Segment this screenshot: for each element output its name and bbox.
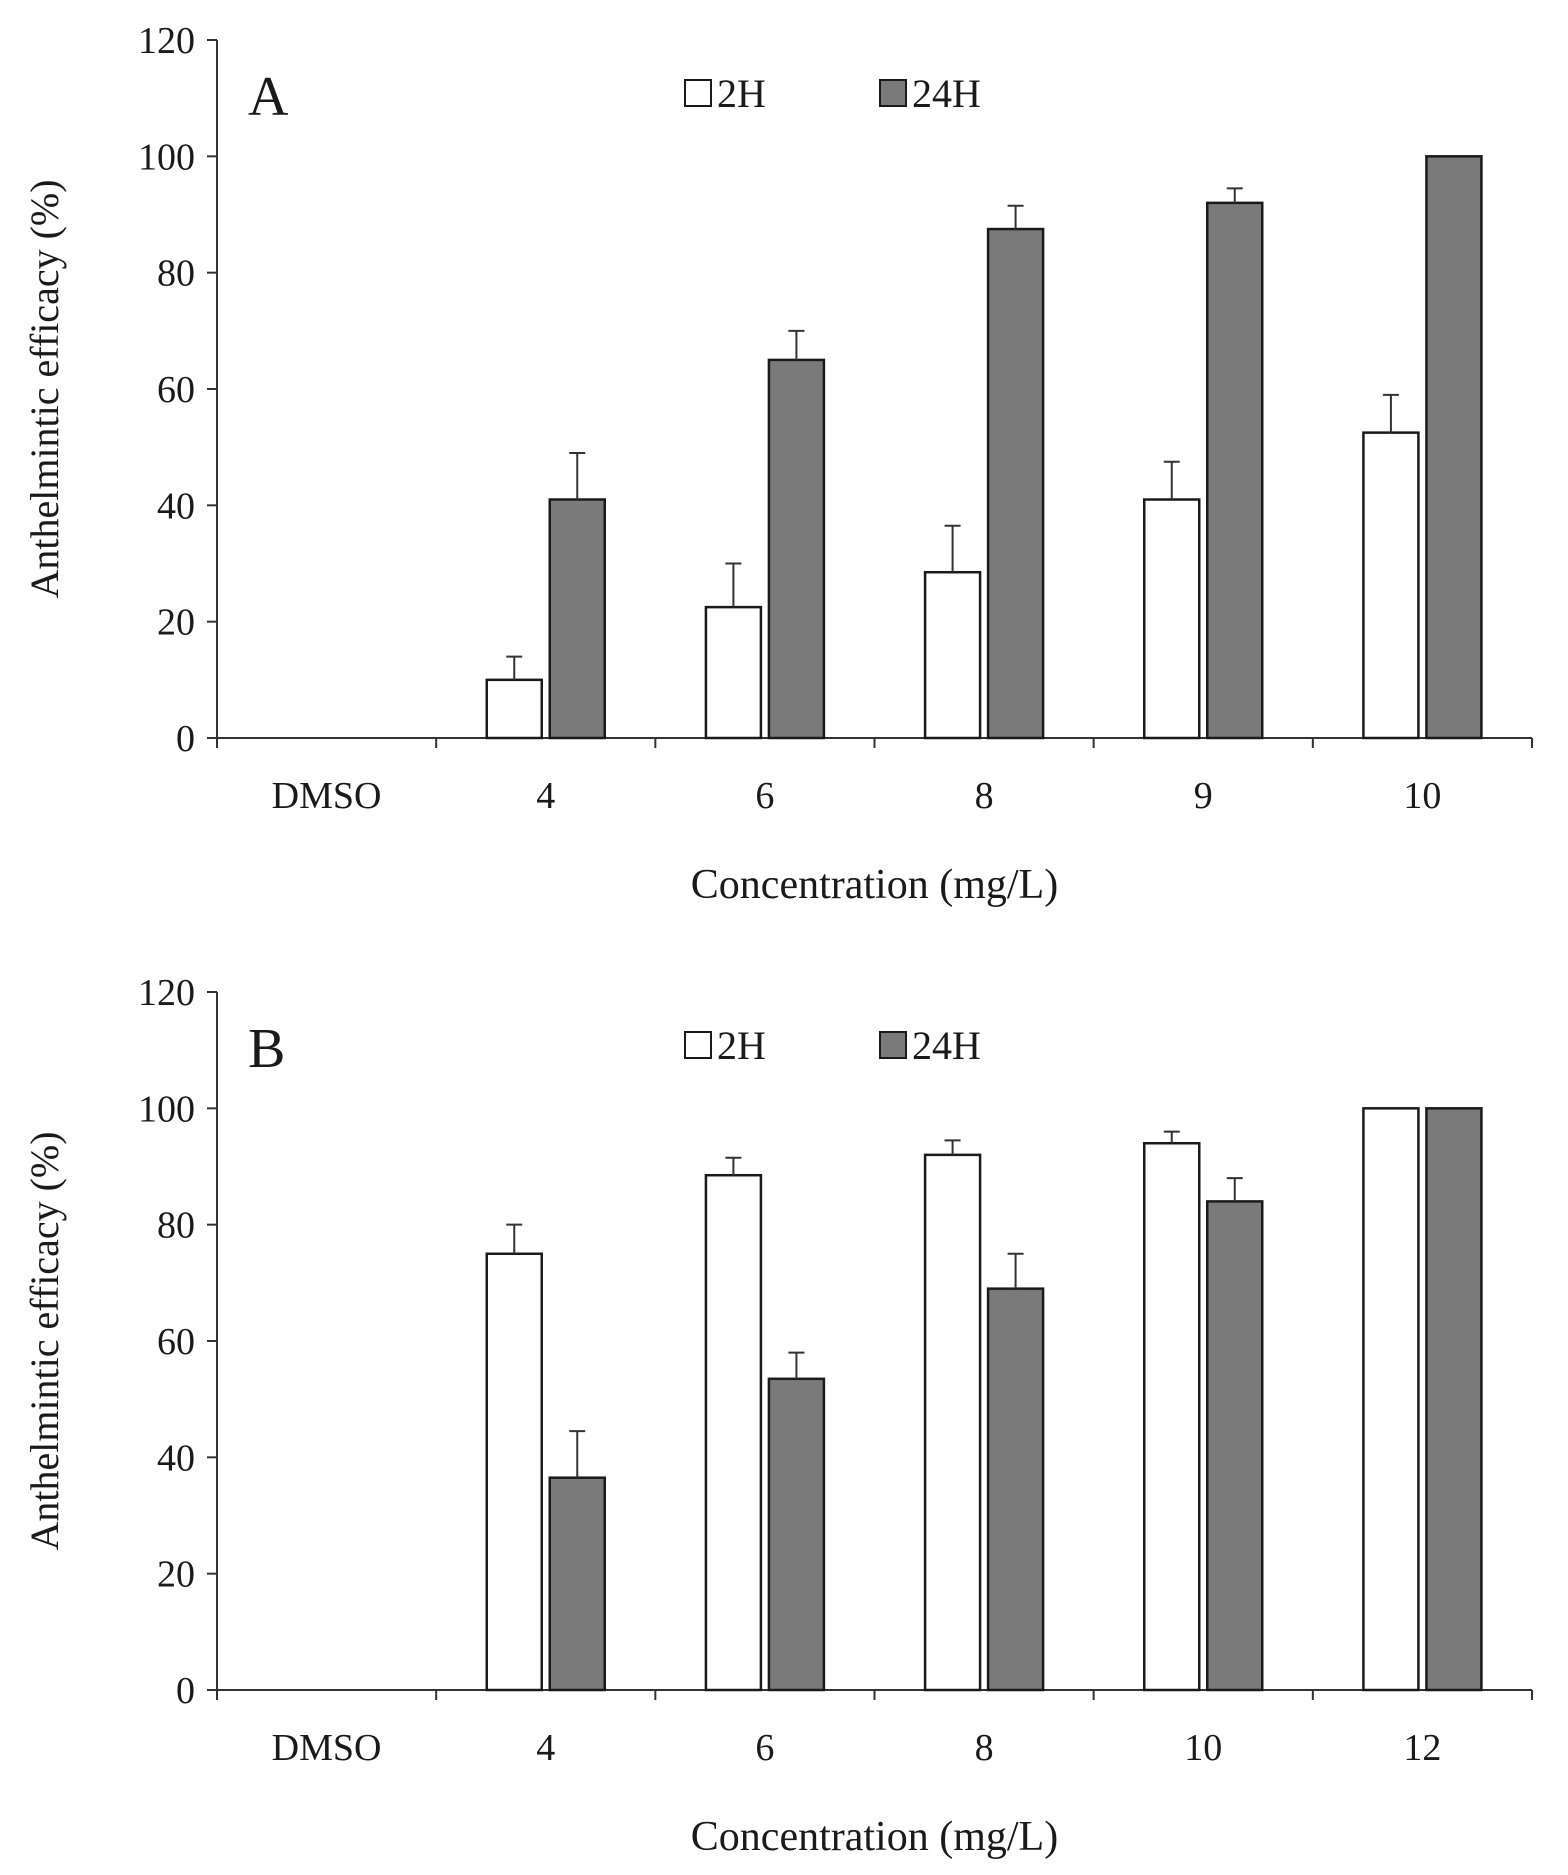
chart-panel-a: 0 20 40 60 80 100 120 DMSO 4 6 8 9 10 A 2H 24H Concentra… [22,20,1533,908]
legend-swatch-2h [684,1031,712,1059]
bar-24h-10 [1206,1200,1264,1692]
y-tick-label: 120 [138,20,195,62]
legend-swatch-24h [879,1031,907,1059]
bar-2h-12 [1362,1107,1420,1692]
x-tick-label: 9 [1194,775,1213,817]
legend-swatch-24h [879,79,907,107]
bar-24h-8 [986,1287,1045,1692]
y-tick-label: 0 [176,1670,195,1712]
x-tick-label: DMSO [272,1727,382,1769]
y-tick-label: 100 [138,136,195,178]
bar-2h-4 [485,678,543,740]
y-tick-label: 0 [176,718,195,760]
x-tick-label: 4 [536,1727,555,1769]
bar-24h-10 [1425,155,1483,740]
y-tick-label: 80 [157,1205,195,1247]
y-tick-label: 20 [157,1554,195,1596]
bar-24h-9 [1206,201,1264,740]
bar-24h-6 [767,1377,826,1692]
bar-2h-10 [1362,431,1420,740]
x-tick-label: 6 [755,775,774,817]
y-tick-label: 60 [157,369,195,411]
bar-2h-8 [923,570,982,740]
bar-24h-4 [548,1476,606,1692]
x-tick-label: 6 [755,1727,774,1769]
x-axis-title: Concentration (mg/L) [691,862,1058,908]
x-tick-label: 10 [1403,775,1441,817]
legend-label-24h: 24H [912,71,981,116]
legend-label-24h: 24H [912,1023,981,1068]
x-tick-label: 8 [975,1727,994,1769]
bar-2h-4 [485,1252,543,1692]
chart-panel-b: 0 20 40 60 80 100 120 DMSO 4 6 8 10 12 B 2H 24H Concentr… [22,972,1533,1860]
panel-label: B [248,1018,285,1080]
bar-24h-6 [767,358,826,740]
x-tick-label: 8 [975,775,994,817]
bar-2h-8 [923,1153,982,1692]
bar-2h-10 [1143,1141,1201,1692]
bar-2h-6 [704,605,763,740]
y-tick-label: 40 [157,485,195,527]
x-axis-title: Concentration (mg/L) [691,1814,1058,1860]
bar-2h-6 [704,1173,763,1692]
legend-label-2h: 2H [717,71,766,116]
legend-label-2h: 2H [717,1023,766,1068]
y-axis-title: Anthelmintic efficacy (%) [22,179,67,598]
y-tick-label: 20 [157,602,195,644]
x-tick-label: 12 [1403,1727,1441,1769]
bar-2h-9 [1143,498,1201,740]
x-tick-label: DMSO [272,775,382,817]
y-tick-label: 120 [138,972,195,1014]
bar-24h-12 [1425,1107,1483,1692]
y-axis-title: Anthelmintic efficacy (%) [22,1131,67,1550]
bar-24h-8 [986,227,1045,740]
panel-label: A [248,66,289,128]
y-tick-label: 60 [157,1321,195,1363]
bar-24h-4 [548,498,606,740]
legend-swatch-2h [684,79,712,107]
x-tick-label: 10 [1184,1727,1222,1769]
y-tick-label: 80 [157,253,195,295]
y-tick-label: 100 [138,1088,195,1130]
x-tick-label: 4 [536,775,555,817]
y-tick-label: 40 [157,1437,195,1479]
